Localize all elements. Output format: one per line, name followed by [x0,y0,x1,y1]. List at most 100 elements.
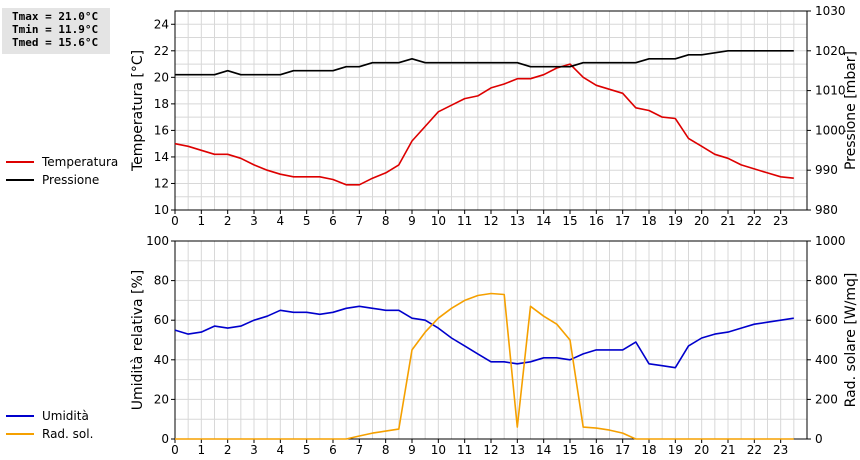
legend-item-umidita: Umidità [6,407,93,425]
tmin-label: Tmin = 11.9°C [12,23,99,36]
y-right-tick-label: 1000 [815,123,846,137]
x-tick-label: 14 [536,214,551,228]
legend-label-pressione: Pressione [42,173,100,187]
x-tick-label: 7 [356,443,364,457]
x-tick-label: 20 [694,443,709,457]
x-tick-label: 6 [329,214,337,228]
x-tick-label: 9 [408,214,416,228]
y-right-tick-label: 1030 [815,4,846,18]
x-tick-label: 18 [641,443,656,457]
y-left-tick-label: 22 [154,44,169,58]
x-tick-label: 11 [457,443,472,457]
stats-box: Tmax = 21.0°C Tmin = 11.9°C Tmed = 15.6°… [2,8,110,54]
x-tick-label: 12 [483,443,498,457]
y-left-axis-title: Umidità relativa [%] [130,270,146,411]
y-right-tick-label: 200 [815,392,838,406]
y-right-tick-label: 600 [815,313,838,327]
x-tick-label: 5 [303,443,311,457]
legend-top: Temperatura Pressione [6,153,118,189]
x-tick-label: 2 [224,443,232,457]
series-line-pressione [175,49,794,76]
x-tick-label: 6 [329,443,337,457]
x-tick-label: 3 [250,214,258,228]
y-left-axis-title: Temperatura [°C] [130,50,146,172]
y-left-tick-label: 100 [146,234,169,248]
x-tick-label: 13 [510,443,525,457]
tmed-label: Tmed = 15.6°C [12,36,99,49]
y-right-tick-label: 400 [815,353,838,367]
legend-item-radsol: Rad. sol. [6,425,93,443]
y-left-tick-label: 20 [154,70,169,84]
x-tick-label: 1 [198,443,206,457]
x-tick-label: 1 [198,214,206,228]
y-left-tick-label: 80 [154,274,169,288]
y-left-tick-label: 0 [161,432,169,446]
x-tick-label: 11 [457,214,472,228]
y-left-tick-label: 40 [154,353,169,367]
legend-label-umidita: Umidità [42,409,89,423]
legend-swatch-umidita [6,415,34,417]
x-tick-label: 17 [615,214,630,228]
x-tick-label: 16 [589,214,604,228]
x-tick-label: 8 [382,214,390,228]
x-tick-label: 5 [303,214,311,228]
x-tick-label: 18 [641,214,656,228]
y-left-tick-label: 24 [154,17,169,31]
series-line-umidit [174,305,794,369]
y-right-tick-label: 800 [815,274,838,288]
series-line-temperatura [174,63,794,186]
y-right-tick-label: 0 [815,432,823,446]
series-line-rad-sol [175,292,794,440]
x-tick-label: 20 [694,214,709,228]
y-right-axis-title: Rad. solare [W/mq] [843,273,859,408]
y-left-tick-label: 60 [154,313,169,327]
x-tick-label: 13 [510,214,525,228]
x-tick-label: 19 [668,214,683,228]
y-right-tick-label: 1010 [815,84,846,98]
x-tick-label: 0 [171,443,179,457]
x-tick-label: 16 [589,443,604,457]
legend-label-radsol: Rad. sol. [42,427,94,441]
legend-label-temperatura: Temperatura [42,155,119,169]
x-tick-label: 21 [720,443,735,457]
x-tick-label: 15 [562,443,577,457]
x-tick-label: 3 [250,443,258,457]
x-tick-label: 21 [720,214,735,228]
legend-item-pressione: Pressione [6,171,118,189]
x-tick-label: 4 [277,443,285,457]
y-left-tick-label: 16 [154,123,169,137]
tmax-label: Tmax = 21.0°C [12,10,99,23]
legend-swatch-pressione [6,179,34,181]
x-tick-label: 0 [171,214,179,228]
x-tick-label: 22 [747,214,762,228]
x-tick-label: 10 [431,214,446,228]
legend-item-temperatura: Temperatura [6,153,118,171]
y-right-tick-label: 1000 [815,234,846,248]
x-tick-label: 9 [408,443,416,457]
y-right-tick-label: 1020 [815,44,846,58]
x-tick-label: 19 [668,443,683,457]
y-left-tick-label: 20 [154,392,169,406]
y-left-tick-label: 14 [154,150,169,164]
y-left-tick-label: 12 [154,176,169,190]
x-tick-label: 22 [747,443,762,457]
legend-swatch-radsol [6,433,34,435]
y-right-tick-label: 990 [815,163,838,177]
x-tick-label: 4 [277,214,285,228]
x-tick-label: 2 [224,214,232,228]
x-tick-label: 23 [773,443,788,457]
y-right-axis-title: Pressione [mbar] [843,51,859,170]
x-tick-label: 17 [615,443,630,457]
x-tick-label: 7 [356,214,364,228]
x-tick-label: 14 [536,443,551,457]
x-tick-label: 8 [382,443,390,457]
x-tick-label: 12 [483,214,498,228]
y-right-tick-label: 980 [815,203,838,217]
x-tick-label: 10 [431,443,446,457]
legend-bottom: Umidità Rad. sol. [6,407,93,443]
y-left-tick-label: 10 [154,203,169,217]
x-tick-label: 23 [773,214,788,228]
x-tick-label: 15 [562,214,577,228]
legend-swatch-temperatura [6,161,34,163]
